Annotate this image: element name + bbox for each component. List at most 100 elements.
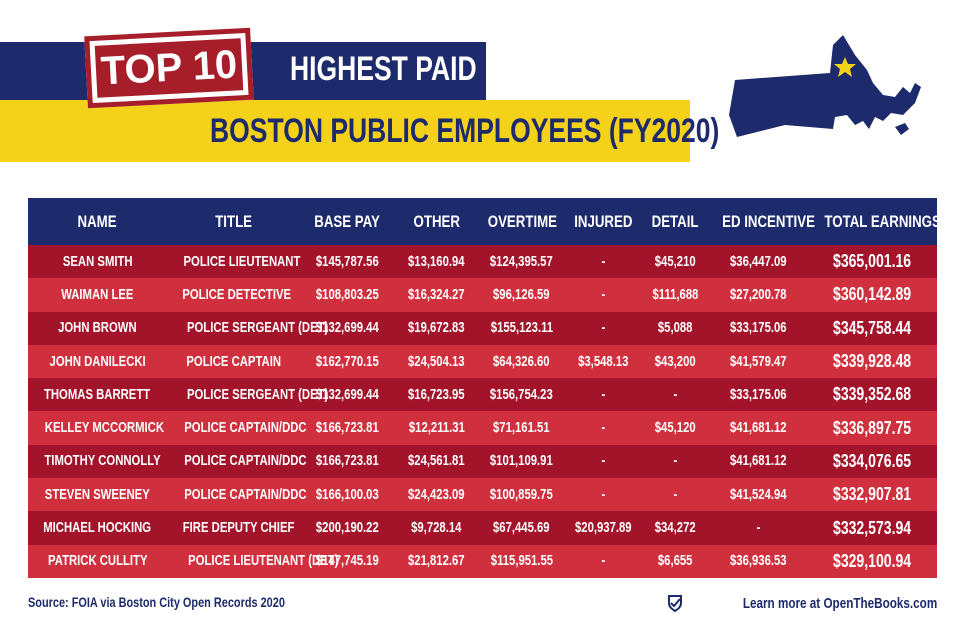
table-cell-text: POLICE CAPTAIN/DDC (184, 453, 307, 470)
table-cell: POLICE CAPTAIN/DDC (167, 411, 307, 445)
table-cell: $64,326.60 (478, 344, 565, 379)
table-cell-text: $19,672.83 (408, 320, 465, 337)
table-cell-text: $27,200.78 (730, 286, 787, 303)
table-row: STEVEN SWEENEY POLICE CAPTAIN/DDC $166,100… (28, 478, 937, 512)
table-cell: $339,928.48 (808, 344, 937, 379)
table-cell: POLICE SERGEANT (DET) (167, 311, 328, 345)
table-cell-text: $9,728.14 (411, 520, 462, 537)
table-cell-text: POLICE LIEUTENANT (183, 253, 301, 270)
table-cell-text: $12,211.31 (408, 420, 465, 437)
table-cell-text: POLICE SERGEANT (DET) (186, 320, 329, 337)
column-header-text: TOTAL EARNINGS (824, 211, 941, 231)
column-header: ED INCENTIVE (709, 198, 815, 245)
table-cell: - (565, 278, 641, 312)
table-cell-text: $339,352.68 (833, 384, 912, 405)
table-cell-text: $132,699.44 (316, 320, 379, 337)
table-cell-text: KELLEY MCCORMICK (44, 420, 164, 437)
table-cell-text: $13,160.94 (408, 253, 465, 270)
table-cell-text: POLICE CAPTAIN (186, 353, 281, 370)
footer-link[interactable]: Learn more at OpenTheBooks.com (666, 594, 937, 613)
table-cell: $166,723.81 (300, 444, 395, 479)
table-cell: $365,001.16 (808, 245, 937, 279)
table-cell: - (565, 478, 641, 512)
table-cell: $45,210 (641, 245, 709, 279)
title: HIGHEST PAID (290, 50, 477, 88)
table-cell: THOMAS BARRETT (28, 378, 167, 412)
table-cell: $200,190.22 (300, 511, 395, 545)
table-cell-text: $329,100.94 (833, 550, 912, 571)
table-cell: $24,561.81 (395, 444, 478, 479)
table-row: TIMOTHY CONNOLLY POLICE CAPTAIN/DDC $166,7… (28, 444, 937, 479)
table-cell-text: $6,655 (657, 553, 693, 570)
table-cell: $6,655 (641, 544, 709, 578)
table-cell: $36,447.09 (709, 245, 808, 279)
table-cell: - (641, 444, 709, 479)
earnings-table: NAME TITLE BASE PAY OTHER OVERTIME INJURED DET… (28, 198, 941, 578)
table-cell: $36,936.53 (709, 544, 808, 578)
header-row: NAME TITLE BASE PAY OTHER OVERTIME INJURED DET… (28, 198, 941, 245)
table-row: THOMAS BARRETT POLICE SERGEANT (DET) $132,… (28, 378, 937, 412)
subtitle: BOSTON PUBLIC EMPLOYEES (FY2020) (210, 112, 720, 150)
table-cell-text: JOHN DANILECKI (49, 353, 146, 370)
column-header: BASE PAY (300, 198, 395, 245)
table-cell-text: $41,524.94 (730, 486, 787, 503)
column-header-text: ED INCENTIVE (722, 211, 815, 231)
table-cell: POLICE CAPTAIN/DDC (167, 478, 307, 512)
table-cell: $156,754.23 (478, 378, 565, 412)
table-cell-text: POLICE DETECTIVE (182, 286, 292, 303)
table-cell-text: $200,190.22 (316, 520, 379, 537)
column-header-text: NAME (77, 211, 118, 231)
table-cell-text: $24,504.13 (408, 353, 465, 370)
table-cell-text: $64,326.60 (493, 353, 550, 370)
table-cell-text: $108,803.25 (316, 286, 379, 303)
table-cell: $20,937.89 (565, 511, 641, 545)
table-cell: $332,907.81 (808, 478, 937, 512)
table-cell-text: $5,088 (657, 320, 693, 337)
table-cell-text: $20,937.89 (574, 520, 632, 537)
table-cell: POLICE DETECTIVE (167, 278, 300, 312)
table-cell-text: $124,395.57 (490, 253, 553, 270)
table-cell: $115,951.55 (478, 544, 565, 578)
table-row: PATRICK CULLITY POLICE LIEUTENANT (DET) $1… (28, 544, 937, 578)
table-cell: POLICE CAPTAIN/DDC (167, 444, 307, 479)
table-cell-text: $41,579.47 (730, 353, 787, 370)
table-cell-text: $96,126.59 (493, 286, 550, 303)
table-cell: $21,812.67 (395, 544, 478, 578)
table-cell: $166,723.81 (300, 411, 395, 445)
table-cell-text: $332,573.94 (833, 517, 912, 538)
table-cell: POLICE LIEUTENANT (167, 245, 301, 279)
table-cell: $27,200.78 (709, 278, 808, 312)
table-cell: $3,548.13 (565, 344, 641, 379)
table-cell: $41,524.94 (709, 478, 808, 512)
column-header: DETAIL (641, 198, 709, 245)
table-cell: $334,076.65 (808, 444, 937, 479)
table-cell-text: $360,142.89 (833, 284, 912, 305)
table-cell: - (641, 378, 709, 412)
table-cell-text: $45,120 (654, 420, 696, 437)
column-header-text: INJURED (573, 211, 633, 231)
table-cell: - (709, 511, 808, 545)
table-cell: JOHN BROWN (28, 311, 167, 345)
table-cell: KELLEY MCCORMICK (28, 411, 167, 445)
column-header: OVERTIME (478, 198, 565, 245)
table-cell-text: $24,561.81 (408, 453, 465, 470)
table-cell: $332,573.94 (808, 511, 937, 545)
table-cell-text: TIMOTHY CONNOLLY (44, 453, 161, 470)
table-cell: $41,681.12 (709, 444, 808, 479)
table-cell: $16,723.95 (395, 378, 478, 412)
table-cell-text: $36,447.09 (730, 253, 787, 270)
table-cell: - (565, 444, 641, 479)
table-cell: POLICE LIEUTENANT (DET) (167, 544, 338, 578)
table-cell: POLICE SERGEANT (DET) (167, 378, 328, 412)
table-cell: $111,688 (641, 278, 709, 312)
table-cell: $41,579.47 (709, 344, 808, 379)
table-cell: $166,100.03 (300, 478, 395, 512)
table-cell: $155,123.11 (478, 311, 565, 345)
table-cell: $33,175.06 (709, 311, 808, 345)
table-cell-text: $41,681.12 (730, 453, 787, 470)
table-cell-text: $162,770.15 (316, 353, 379, 370)
subtitle-band (0, 100, 690, 162)
table-cell: SEAN SMITH (28, 245, 167, 279)
table-cell-text: $43,200 (654, 353, 696, 370)
